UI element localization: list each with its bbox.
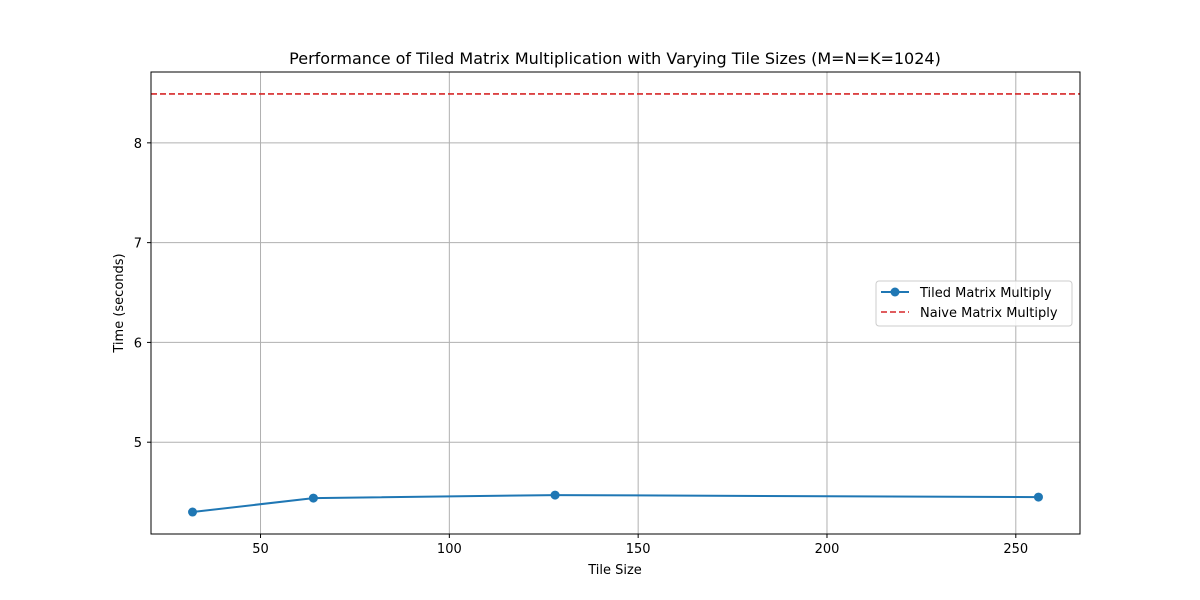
legend-naive-label: Naive Matrix Multiply xyxy=(920,306,1058,321)
legend: Tiled Matrix Multiply Naive Matrix Multip… xyxy=(875,280,1073,327)
x-tick-label: 250 xyxy=(1003,542,1028,557)
x-tick-label: 150 xyxy=(626,542,651,557)
y-axis-label: Time (seconds) xyxy=(112,253,127,353)
x-tick-label: 200 xyxy=(815,542,840,557)
tiled-data-point xyxy=(308,493,318,503)
plot-frame xyxy=(150,71,1081,535)
legend-tiled-marker xyxy=(890,287,900,297)
plot-marks xyxy=(151,93,1080,517)
tiled-data-point xyxy=(1033,492,1043,502)
legend-tiled-label: Tiled Matrix Multiply xyxy=(919,286,1052,301)
x-tick-label: 100 xyxy=(437,542,462,557)
x-axis-label: Tile Size xyxy=(587,563,642,578)
x-tick-label: 50 xyxy=(252,542,269,557)
chart-title: Performance of Tiled Matrix Multiplicati… xyxy=(289,49,941,68)
tiled-series-line xyxy=(192,494,1039,514)
axis-ticks: 50 100 150 200 250 5 6 7 8 xyxy=(134,137,1028,557)
y-tick-label: 8 xyxy=(134,137,142,152)
y-tick-label: 6 xyxy=(134,336,142,351)
tiled-data-point xyxy=(550,490,560,500)
legend-box xyxy=(875,280,1073,327)
y-tick-label: 5 xyxy=(134,436,142,451)
grid xyxy=(151,72,1080,534)
y-tick-label: 7 xyxy=(134,237,142,252)
tiled-data-point xyxy=(188,507,198,517)
